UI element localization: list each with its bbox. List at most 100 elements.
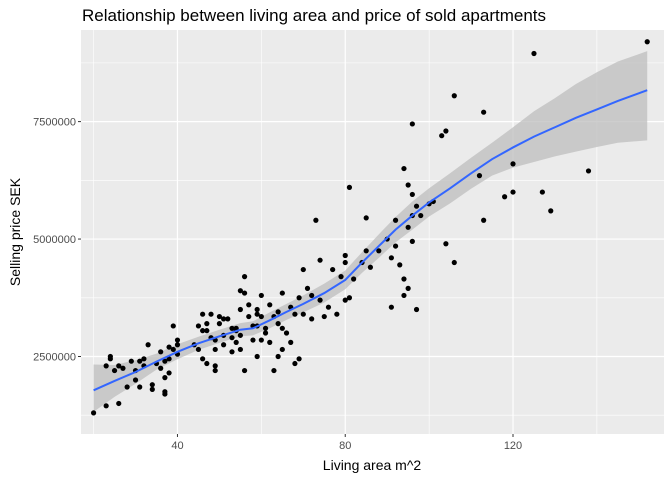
data-point bbox=[162, 358, 168, 364]
data-point bbox=[342, 297, 348, 303]
data-point bbox=[254, 306, 260, 313]
x-axis-ticks: 40 80 120 bbox=[171, 434, 522, 452]
data-point bbox=[317, 257, 323, 263]
data-point bbox=[585, 168, 592, 174]
data-point bbox=[200, 328, 206, 334]
data-point bbox=[204, 321, 210, 327]
data-point bbox=[124, 384, 130, 390]
data-point bbox=[262, 330, 269, 336]
data-point bbox=[317, 297, 323, 303]
y-tick-label: 7500000 bbox=[33, 117, 76, 129]
data-point bbox=[275, 321, 281, 327]
data-point bbox=[162, 375, 168, 381]
data-point bbox=[392, 217, 399, 223]
data-point bbox=[392, 243, 399, 249]
data-point bbox=[296, 356, 302, 362]
data-point bbox=[149, 382, 155, 388]
data-point bbox=[388, 304, 394, 310]
data-point bbox=[258, 292, 264, 299]
data-point bbox=[397, 262, 403, 268]
data-point bbox=[413, 306, 420, 313]
data-point bbox=[103, 363, 109, 369]
data-point bbox=[275, 353, 281, 360]
data-point bbox=[451, 259, 457, 266]
data-point bbox=[246, 313, 252, 320]
data-point bbox=[292, 360, 298, 367]
data-point bbox=[409, 238, 415, 244]
data-point bbox=[401, 165, 407, 172]
data-point bbox=[367, 264, 374, 270]
data-point bbox=[204, 328, 210, 334]
data-point bbox=[195, 346, 202, 353]
data-point bbox=[262, 325, 269, 331]
data-point bbox=[300, 266, 306, 273]
data-point bbox=[644, 39, 650, 45]
data-point bbox=[237, 306, 243, 313]
data-point bbox=[241, 290, 248, 296]
data-point bbox=[309, 316, 315, 322]
data-point bbox=[116, 400, 122, 407]
data-point bbox=[510, 161, 516, 167]
data-point bbox=[221, 342, 227, 348]
data-point bbox=[212, 346, 218, 353]
data-point bbox=[116, 363, 122, 369]
data-point bbox=[103, 403, 109, 409]
y-tick-label: 5000000 bbox=[33, 234, 76, 246]
data-point bbox=[174, 337, 181, 343]
data-point bbox=[539, 189, 545, 195]
data-point bbox=[149, 386, 155, 392]
data-point bbox=[141, 356, 147, 362]
data-point bbox=[338, 274, 344, 280]
data-point bbox=[279, 346, 285, 353]
data-point bbox=[212, 363, 218, 369]
y-axis-ticks: 2500000 5000000 7500000 bbox=[33, 117, 81, 363]
data-point bbox=[481, 217, 487, 223]
confidence-ribbon bbox=[93, 51, 648, 412]
chart-title: Relationship between living area and pri… bbox=[82, 6, 546, 25]
data-point bbox=[304, 285, 311, 291]
data-point bbox=[128, 358, 134, 364]
x-tick-label: 120 bbox=[504, 440, 522, 452]
data-point bbox=[132, 377, 139, 383]
data-point bbox=[275, 309, 281, 315]
data-point bbox=[229, 349, 235, 355]
data-point bbox=[208, 311, 214, 317]
data-point bbox=[309, 292, 315, 299]
data-point bbox=[502, 194, 508, 200]
data-point bbox=[346, 184, 353, 190]
data-point bbox=[221, 316, 227, 322]
data-point bbox=[346, 295, 353, 301]
data-point bbox=[531, 50, 537, 57]
data-point bbox=[250, 337, 256, 343]
data-point bbox=[413, 203, 420, 209]
data-points bbox=[90, 39, 650, 416]
data-point bbox=[258, 337, 264, 343]
data-point bbox=[137, 358, 143, 364]
data-point bbox=[246, 302, 252, 308]
data-point bbox=[258, 313, 264, 320]
data-point bbox=[145, 342, 151, 348]
x-axis-title: Living area m^2 bbox=[323, 457, 422, 473]
data-point bbox=[212, 367, 218, 374]
data-point bbox=[254, 311, 260, 317]
data-point bbox=[321, 313, 327, 320]
data-point bbox=[229, 325, 235, 331]
data-point bbox=[351, 276, 357, 282]
data-point bbox=[204, 360, 210, 367]
data-point bbox=[342, 252, 348, 259]
data-point bbox=[288, 339, 294, 345]
data-point bbox=[166, 344, 172, 350]
major-gridlines bbox=[81, 30, 664, 434]
data-point bbox=[162, 391, 168, 397]
y-axis-title: Selling price SEK bbox=[7, 177, 23, 286]
data-point bbox=[292, 311, 298, 317]
data-point bbox=[195, 323, 202, 329]
data-point bbox=[166, 370, 172, 376]
data-point bbox=[229, 335, 235, 341]
data-point bbox=[267, 339, 273, 345]
data-point bbox=[342, 259, 348, 266]
data-point bbox=[388, 255, 394, 261]
data-point bbox=[401, 292, 407, 299]
smooth-trend-line bbox=[93, 89, 648, 392]
data-point bbox=[300, 311, 306, 317]
